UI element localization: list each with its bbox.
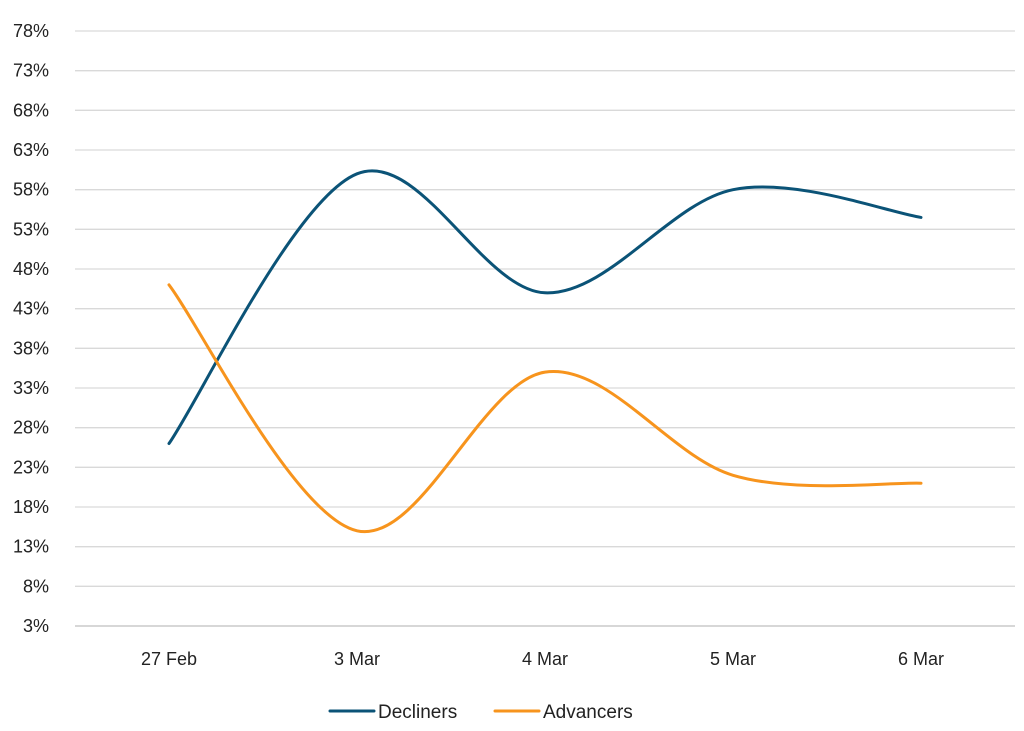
gridlines	[75, 30, 1015, 627]
y-tick-label: 73%	[13, 61, 49, 81]
x-tick-label: 6 Mar	[898, 649, 944, 669]
x-tick-label: 27 Feb	[141, 649, 197, 669]
legend-label-decliners: Decliners	[378, 702, 457, 723]
y-tick-label: 48%	[13, 259, 49, 279]
y-tick-label: 53%	[13, 219, 49, 239]
y-tick-label: 38%	[13, 338, 49, 358]
y-tick-label: 28%	[13, 418, 49, 438]
y-tick-label: 13%	[13, 537, 49, 557]
y-tick-label: 43%	[13, 299, 49, 319]
x-tick-label: 5 Mar	[710, 649, 756, 669]
y-tick-label: 3%	[23, 616, 49, 636]
series-line-decliners	[167, 169, 923, 446]
y-tick-label: 23%	[13, 457, 49, 477]
x-axis-tick-labels: 27 Feb 3 Mar 4 Mar 5 Mar 6 Mar	[141, 649, 944, 669]
y-tick-label: 18%	[13, 497, 49, 517]
series-line-advancers	[167, 283, 923, 534]
y-tick-label: 63%	[13, 140, 49, 160]
y-tick-label: 78%	[13, 21, 49, 41]
legend-label-advancers: Advancers	[543, 702, 633, 723]
y-axis-tick-labels: 78% 73% 68% 63% 58% 53% 48% 43% 38% 33% 28% 23% 18% 1…	[13, 21, 49, 636]
y-tick-label: 68%	[13, 100, 49, 120]
y-tick-label: 8%	[23, 576, 49, 596]
legend: Decliners Advancers	[328, 702, 633, 723]
x-tick-label: 4 Mar	[522, 649, 568, 669]
series-lines	[167, 169, 923, 534]
x-tick-label: 3 Mar	[334, 649, 380, 669]
y-tick-label: 58%	[13, 180, 49, 200]
y-tick-label: 33%	[13, 378, 49, 398]
